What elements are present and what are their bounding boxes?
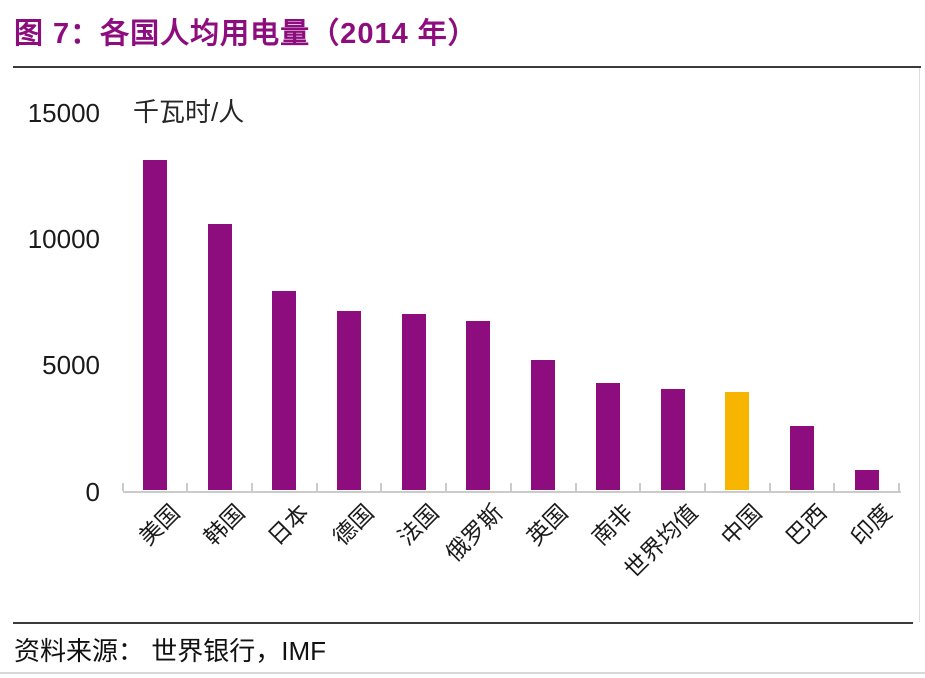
axis-tick [768,483,771,491]
bar-美国 [142,159,167,491]
bar-英国 [531,360,556,491]
bar-法国 [401,313,426,491]
source-note: 资料来源： 世界银行，IMF [14,636,326,666]
axis-tick [833,483,836,491]
bar-俄罗斯 [466,321,491,491]
page-bottom-edge [0,672,925,674]
y-tick-label: 15000 [27,97,100,128]
axis-tick [380,483,383,491]
title-divider [13,66,921,68]
figure-title: 图 7：各国人均用电量（2014 年） [14,18,478,50]
bar-韩国 [207,223,232,491]
axis-tick [574,483,577,491]
axis-tick [509,483,512,491]
right-edge-line [919,68,920,622]
axis-tick [639,483,642,491]
x-category-label: 巴西 [780,499,832,551]
x-category-label: 南非 [586,499,638,551]
x-category-label: 俄罗斯 [440,499,509,567]
bar-巴西 [790,426,815,491]
bar-德国 [337,311,362,491]
bar-印度 [854,470,879,491]
bar-南非 [595,383,620,491]
footer-divider [13,622,913,624]
x-category-label: 德国 [327,499,379,551]
axis-tick [121,483,124,491]
axis-tick [186,483,189,491]
bar-世界均值 [660,389,685,491]
y-axis-unit-label: 千瓦时/人 [133,97,245,127]
x-category-label: 中国 [716,499,768,551]
x-category-label: 英国 [521,499,573,551]
axis-tick [703,483,706,491]
bar-中国 [725,391,750,491]
axis-tick [250,483,253,491]
axis-tick [315,483,318,491]
x-category-label: 美国 [133,499,185,551]
y-tick-label: 5000 [42,350,100,381]
bar-日本 [272,290,297,491]
x-category-label: 韩国 [198,499,250,551]
axis-tick [445,483,448,491]
x-category-label: 日本 [263,499,314,551]
x-category-label: 法国 [392,499,444,551]
x-axis-line [122,490,902,493]
x-category-label: 印度 [845,499,897,551]
axis-tick [898,483,901,491]
y-tick-label: 0 [85,476,100,507]
y-tick-label: 10000 [27,223,100,254]
